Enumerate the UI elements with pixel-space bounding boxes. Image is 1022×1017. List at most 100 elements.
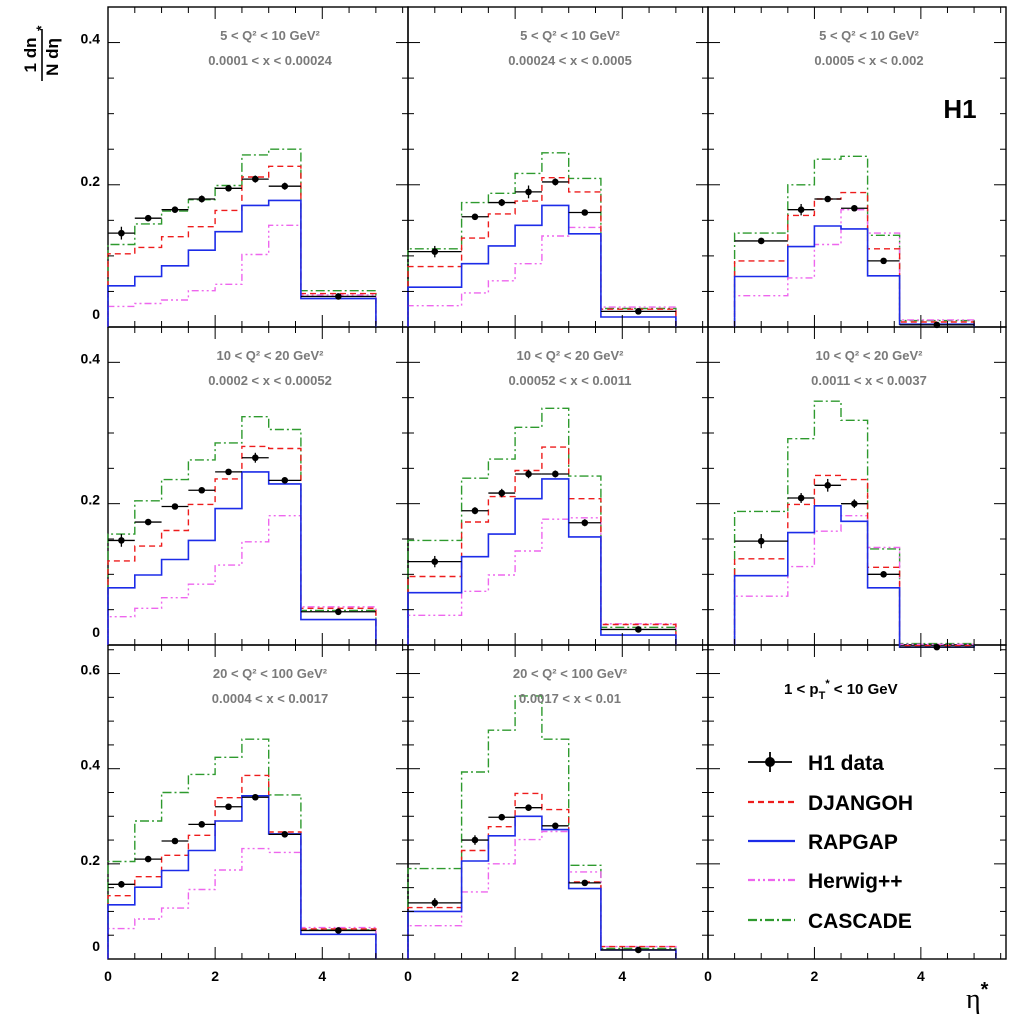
- data-point: [525, 188, 532, 196]
- data-point: [198, 821, 206, 828]
- data-point: [797, 494, 805, 502]
- y-tick-label: 0.4: [81, 31, 101, 47]
- panel-6: 20 < Q² < 100 GeV² 0.0004 < x < 0.0017: [107, 666, 377, 959]
- data-point: [581, 879, 589, 887]
- data-point: [252, 175, 259, 183]
- legend-rapgap-label: RAPGAP: [808, 831, 898, 854]
- rapgap-histogram: [733, 505, 975, 648]
- data-point: [525, 470, 532, 478]
- herwig-histogram: [407, 830, 677, 959]
- herwig-histogram: [733, 209, 975, 327]
- djangoh-histogram: [733, 191, 975, 327]
- x-range-label: 0.0001 < x < 0.00024: [208, 53, 332, 68]
- y-label-star: *: [33, 25, 49, 31]
- djangoh-histogram: [107, 165, 377, 327]
- y-tick-label: 0: [92, 306, 100, 322]
- panel-frame-r2c2: [707, 644, 1007, 960]
- data-point: [797, 206, 805, 213]
- x-label-sup: *: [981, 979, 989, 1001]
- x-tick-label: 4: [618, 968, 626, 984]
- data-point: [635, 308, 642, 315]
- djangoh-histogram: [107, 774, 377, 959]
- q2-label: 10 < Q² < 20 GeV²: [217, 348, 325, 363]
- data-point: [335, 927, 342, 934]
- data-point: [552, 178, 559, 186]
- data-point: [851, 204, 858, 212]
- pt-label-post: < 10 GeV: [830, 681, 898, 698]
- data-point: [281, 477, 289, 484]
- x-tick-label: 2: [211, 968, 219, 984]
- legend-herwig-label: Herwig++: [808, 870, 903, 893]
- cascade-histogram: [733, 400, 975, 645]
- data-point: [498, 813, 506, 821]
- data-point: [171, 206, 179, 213]
- data-point: [431, 558, 439, 565]
- q2-label: 20 < Q² < 100 GeV²: [513, 666, 628, 681]
- cascade-histogram: [407, 407, 677, 645]
- logo: H1: [943, 94, 976, 124]
- x-range-label: 0.00052 < x < 0.0011: [509, 373, 632, 388]
- data-point: [118, 537, 125, 544]
- q2-label: 5 < Q² < 10 GeV²: [520, 28, 620, 43]
- q2-label: 5 < Q² < 10 GeV²: [819, 28, 919, 43]
- data-point: [335, 608, 342, 616]
- legend-data-marker: [765, 757, 775, 767]
- data-point: [144, 214, 152, 222]
- data-point: [471, 507, 479, 515]
- y-label-denominator: N dη: [43, 38, 62, 76]
- data-point: [824, 481, 832, 489]
- data-point: [431, 248, 439, 255]
- data-point: [471, 213, 479, 221]
- y-tick-label: 0.4: [81, 350, 101, 366]
- y-axis-ticks: 0.4 0.2 0 0.4 0.2 0 0.6 0.4 0.2 0: [81, 31, 1006, 960]
- x-tick-label: 0: [704, 968, 712, 984]
- x-tick-label: 0: [104, 968, 112, 984]
- x-range-label: 0.00024 < x < 0.0005: [508, 53, 632, 68]
- data-point: [281, 182, 289, 190]
- legend-data-label: H1 data: [808, 752, 884, 775]
- x-tick-label: 4: [917, 968, 925, 984]
- panel-1: 5 < Q² < 10 GeV² 0.00024 < x < 0.0005: [407, 28, 677, 327]
- data-point: [581, 519, 589, 527]
- data-point: [225, 803, 232, 811]
- y-axis-label: 1 dn N dη *: [21, 25, 62, 81]
- data-point: [933, 643, 941, 651]
- q2-label: 10 < Q² < 20 GeV²: [517, 348, 625, 363]
- y-tick-label: 0: [92, 938, 100, 954]
- panel-7: 20 < Q² < 100 GeV² 0.0017 < x < 0.01: [407, 666, 677, 959]
- y-tick-label: 0.6: [81, 662, 101, 678]
- x-axis-label: η*: [966, 979, 989, 1015]
- x-label-main: η: [966, 984, 981, 1015]
- data-point: [498, 199, 506, 206]
- herwig-histogram: [107, 847, 377, 959]
- data-point: [225, 185, 232, 192]
- rapgap-histogram: [733, 225, 975, 327]
- pt-label-pre: 1 < p: [784, 681, 819, 698]
- data-point: [118, 229, 125, 237]
- data-point: [144, 518, 152, 526]
- herwig-histogram: [407, 226, 677, 327]
- x-tick-label: 2: [511, 968, 519, 984]
- data-point: [335, 293, 342, 300]
- y-tick-label: 0: [92, 624, 100, 640]
- data-point: [198, 195, 206, 203]
- legend-cascade-label: CASCADE: [808, 910, 912, 933]
- data-point: [757, 237, 765, 245]
- panel-3: 10 < Q² < 20 GeV² 0.0002 < x < 0.00052: [107, 348, 377, 645]
- herwig-histogram: [107, 515, 377, 645]
- pt-label-sub: T: [819, 690, 826, 702]
- legend-djangoh-label: DJANGOH: [808, 792, 913, 815]
- y-label-numerator: 1 dn: [21, 38, 40, 73]
- x-range-label: 0.0004 < x < 0.0017: [212, 691, 328, 706]
- data-point: [933, 321, 941, 329]
- data-point: [635, 626, 642, 633]
- data-point: [498, 489, 506, 497]
- data-point: [471, 836, 479, 844]
- data-point: [880, 571, 887, 578]
- herwig-histogram: [407, 517, 677, 645]
- data-point: [525, 804, 532, 812]
- djangoh-histogram: [107, 445, 377, 645]
- data-point: [171, 503, 179, 510]
- data-point: [851, 500, 858, 507]
